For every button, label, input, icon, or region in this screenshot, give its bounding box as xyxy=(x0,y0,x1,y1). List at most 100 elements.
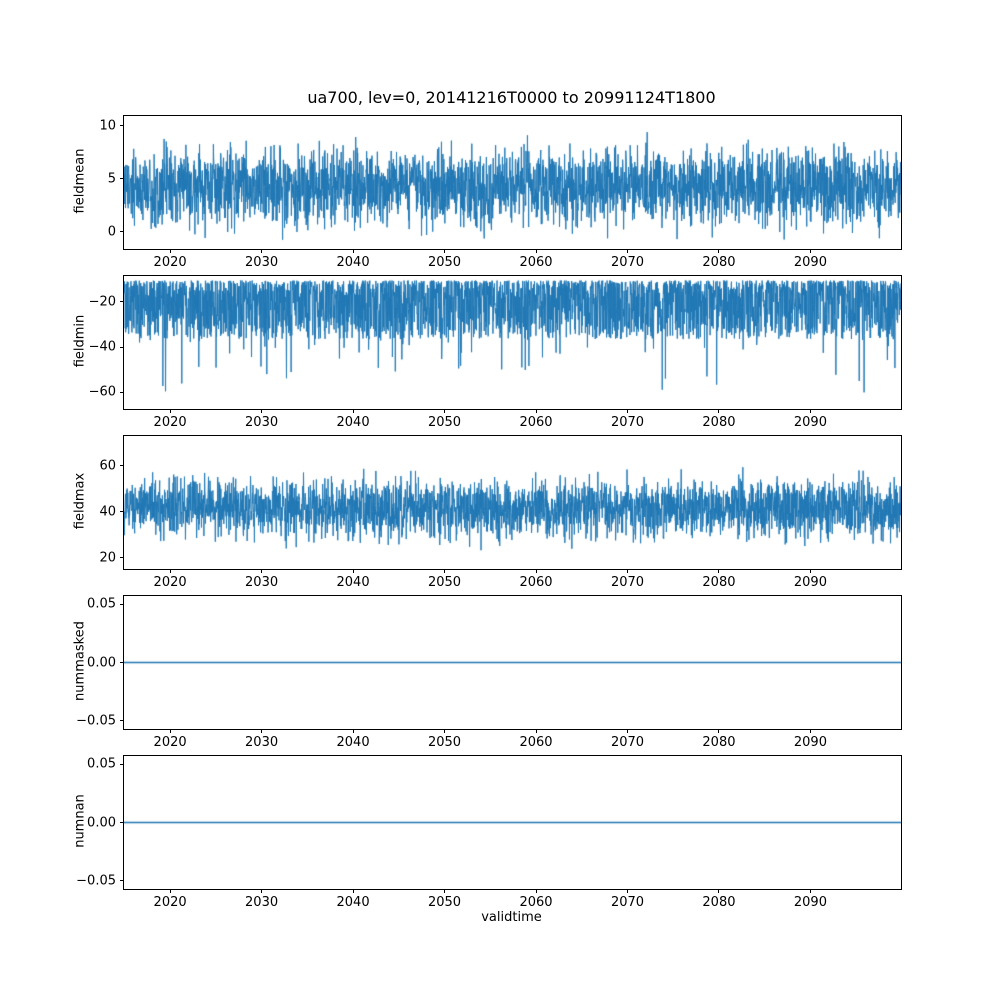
x-tick-label: 2040 xyxy=(336,575,370,590)
x-tick-label: 2030 xyxy=(245,735,279,750)
x-tick-mark xyxy=(535,569,537,573)
x-tick-mark xyxy=(261,729,263,733)
y-tick-label: 40 xyxy=(99,504,116,520)
x-tick-mark xyxy=(626,569,628,573)
y-tick-mark xyxy=(120,720,124,722)
axes-box-fieldmean: 10 5 0 2020 2030 2040 2050 2060 2070 2080 2090 xyxy=(99,115,902,269)
x-tick-mark xyxy=(261,889,263,893)
x-tick-label: 2040 xyxy=(336,255,370,270)
x-axis-label: validtime xyxy=(481,910,542,925)
y-tick-label: −40 xyxy=(88,339,116,355)
chart-title: ua700, lev=0, 20141216T0000 to 20991124T… xyxy=(307,88,716,107)
y-axis-label-fieldmax: fieldmax xyxy=(72,472,88,530)
fieldmean-line-canvas xyxy=(124,116,901,249)
axes-box-fieldmin: −20 −40 −60 2020 2030 2040 2050 2060 2070 2080 209… xyxy=(89,275,902,429)
subplot-nummasked: nummasked 0.05 0.00 −0.05 2020 2030 2040 2050 2… xyxy=(0,595,1000,749)
x-tick-label: 2070 xyxy=(610,735,645,750)
x-tick-label: 2040 xyxy=(336,735,370,750)
x-tick-label: 2030 xyxy=(245,895,279,910)
y-tick-mark xyxy=(120,603,124,605)
x-tick-label: 2020 xyxy=(153,895,187,910)
x-tick-label: 2060 xyxy=(519,415,553,430)
x-tick-label: 2070 xyxy=(610,895,645,910)
y-axis-label-fieldmean: fieldmean xyxy=(72,148,88,214)
x-tick-label: 2040 xyxy=(336,895,370,910)
y-tick-mark xyxy=(120,346,124,348)
x-tick-label: 2090 xyxy=(793,895,827,910)
x-tick-label: 2020 xyxy=(153,255,187,270)
x-tick-label: 2040 xyxy=(336,415,370,430)
y-tick-label: 20 xyxy=(99,550,116,566)
axes-box-nummasked: 0.05 0.00 −0.05 2020 2030 2040 2050 2060 2070 208… xyxy=(76,595,902,749)
x-tick-label: 2090 xyxy=(793,415,827,430)
x-tick-mark xyxy=(718,569,720,573)
x-tick-label: 2070 xyxy=(610,255,645,270)
x-tick-mark xyxy=(261,409,263,413)
x-tick-mark xyxy=(444,569,446,573)
x-tick-label: 2090 xyxy=(793,255,827,270)
x-tick-mark xyxy=(809,249,811,253)
y-tick-mark xyxy=(120,125,124,127)
x-tick-mark xyxy=(535,889,537,893)
x-tick-label: 2090 xyxy=(793,575,827,590)
numnan-line-canvas xyxy=(124,756,901,889)
fieldmin-line-canvas xyxy=(124,276,901,409)
x-tick-label: 2080 xyxy=(702,895,736,910)
y-tick-mark xyxy=(120,511,124,513)
x-tick-mark xyxy=(169,729,171,733)
x-tick-label: 2030 xyxy=(245,415,279,430)
x-tick-label: 2060 xyxy=(519,255,553,270)
y-axis-label-fieldmin: fieldmin xyxy=(72,314,88,368)
x-tick-label: 2080 xyxy=(702,255,736,270)
x-tick-mark xyxy=(444,889,446,893)
y-tick-mark xyxy=(120,763,124,765)
y-tick-mark xyxy=(120,557,124,559)
y-tick-label: 0.05 xyxy=(87,756,116,772)
x-tick-mark xyxy=(626,409,628,413)
y-tick-label: −20 xyxy=(88,294,116,310)
y-tick-mark xyxy=(120,822,124,823)
y-tick-label: 0.05 xyxy=(87,596,116,612)
x-tick-mark xyxy=(809,889,811,893)
y-tick-label: −60 xyxy=(88,384,116,400)
x-tick-label: 2060 xyxy=(519,895,553,910)
x-tick-label: 2020 xyxy=(153,575,187,590)
subplot-fieldmin: fieldmin −20 −40 −60 2020 2030 2040 2050 2060 20… xyxy=(0,275,1000,429)
x-tick-mark xyxy=(352,569,354,573)
y-tick-label: 10 xyxy=(99,118,116,134)
y-tick-label: 0 xyxy=(107,224,116,240)
nummasked-line-canvas xyxy=(124,596,901,729)
x-tick-label: 2030 xyxy=(245,255,279,270)
x-tick-label: 2050 xyxy=(427,895,462,910)
y-axis-label-nummasked: nummasked xyxy=(72,621,88,701)
y-tick-label: 0.00 xyxy=(87,655,116,670)
y-tick-label: 0.00 xyxy=(87,815,116,830)
x-tick-label: 2060 xyxy=(519,575,553,590)
y-tick-label: 60 xyxy=(99,458,116,474)
x-tick-mark xyxy=(535,409,537,413)
y-tick-mark xyxy=(120,465,124,467)
x-tick-label: 2020 xyxy=(153,415,187,430)
y-tick-mark xyxy=(120,178,124,180)
x-tick-label: 2030 xyxy=(245,575,279,590)
x-tick-mark xyxy=(718,409,720,413)
subplot-fieldmax: fieldmax 60 40 20 2020 2030 2040 2050 2060 2070 2… xyxy=(0,435,1000,589)
x-tick-mark xyxy=(626,889,628,893)
axes-box-numnan: 0.05 0.00 −0.05 2020 2030 2040 2050 2060 2070 208… xyxy=(76,755,902,909)
x-tick-mark xyxy=(169,569,171,573)
x-tick-mark xyxy=(809,409,811,413)
x-tick-label: 2050 xyxy=(427,255,462,270)
x-tick-mark xyxy=(535,729,537,733)
x-tick-mark xyxy=(444,729,446,733)
y-tick-mark xyxy=(120,301,124,303)
x-tick-label: 2070 xyxy=(610,415,645,430)
x-tick-mark xyxy=(718,729,720,733)
x-tick-label: 2080 xyxy=(702,415,736,430)
x-tick-mark xyxy=(352,249,354,253)
x-tick-mark xyxy=(169,409,171,413)
y-tick-label: 5 xyxy=(107,171,116,187)
x-tick-mark xyxy=(261,249,263,253)
y-tick-mark xyxy=(120,391,124,393)
y-tick-mark xyxy=(120,880,124,882)
